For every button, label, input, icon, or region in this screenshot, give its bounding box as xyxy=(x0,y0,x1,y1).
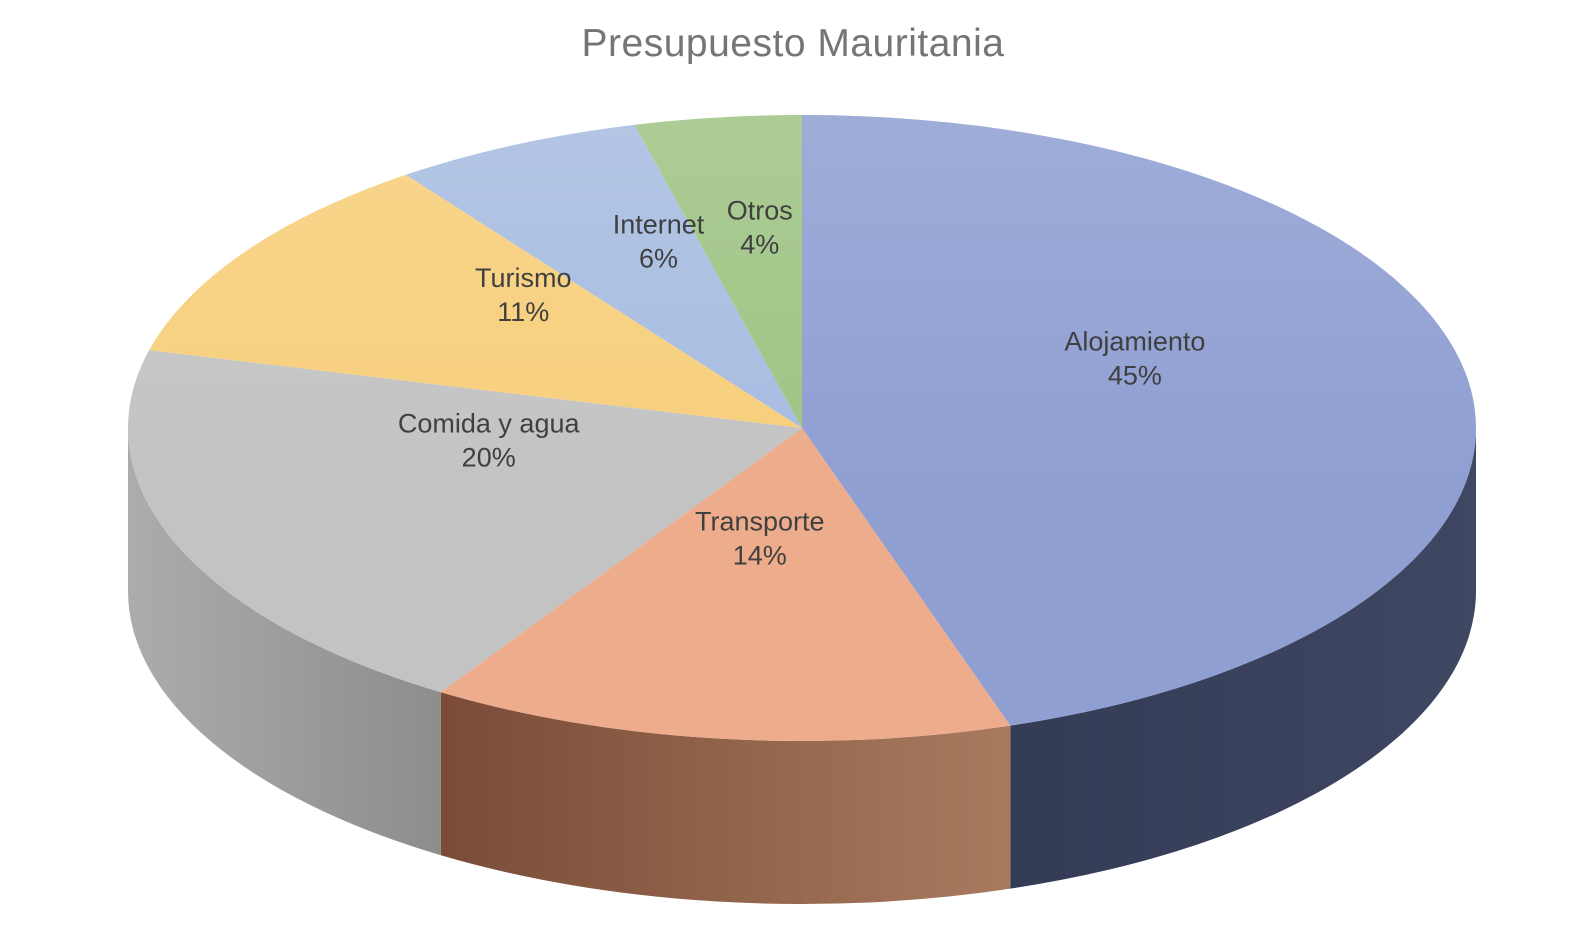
slice-label-name: Comida y agua xyxy=(398,409,581,439)
chart-title: Presupuesto Mauritania xyxy=(581,22,1005,65)
slice-label-value: 45% xyxy=(1108,361,1162,391)
pie-slice-wall-alojamiento[interactable] xyxy=(1010,428,1476,889)
slice-label-alojamiento: Alojamiento 45% xyxy=(1064,327,1205,391)
slice-label-comida-y-agua: Comida y agua 20% xyxy=(398,409,581,473)
slice-label-value: 20% xyxy=(462,443,516,473)
slice-label-name: Turismo xyxy=(475,263,572,293)
slice-label-name: Transporte xyxy=(695,506,825,536)
slice-label-transporte: Transporte 14% xyxy=(695,506,825,570)
slice-label-name: Alojamiento xyxy=(1064,327,1205,357)
slice-label-otros: Otros 4% xyxy=(727,196,793,260)
slice-label-value: 11% xyxy=(497,297,549,327)
slice-label-value: 4% xyxy=(740,230,779,260)
slice-label-value: 6% xyxy=(639,243,678,273)
slice-label-name: Otros xyxy=(727,196,793,226)
slice-label-turismo: Turismo 11% xyxy=(475,263,572,327)
slice-label-value: 14% xyxy=(733,540,787,570)
pie-slice-wall-transporte[interactable] xyxy=(440,692,1011,904)
slice-label-internet: Internet 6% xyxy=(613,209,705,273)
slice-label-name: Internet xyxy=(613,209,705,239)
